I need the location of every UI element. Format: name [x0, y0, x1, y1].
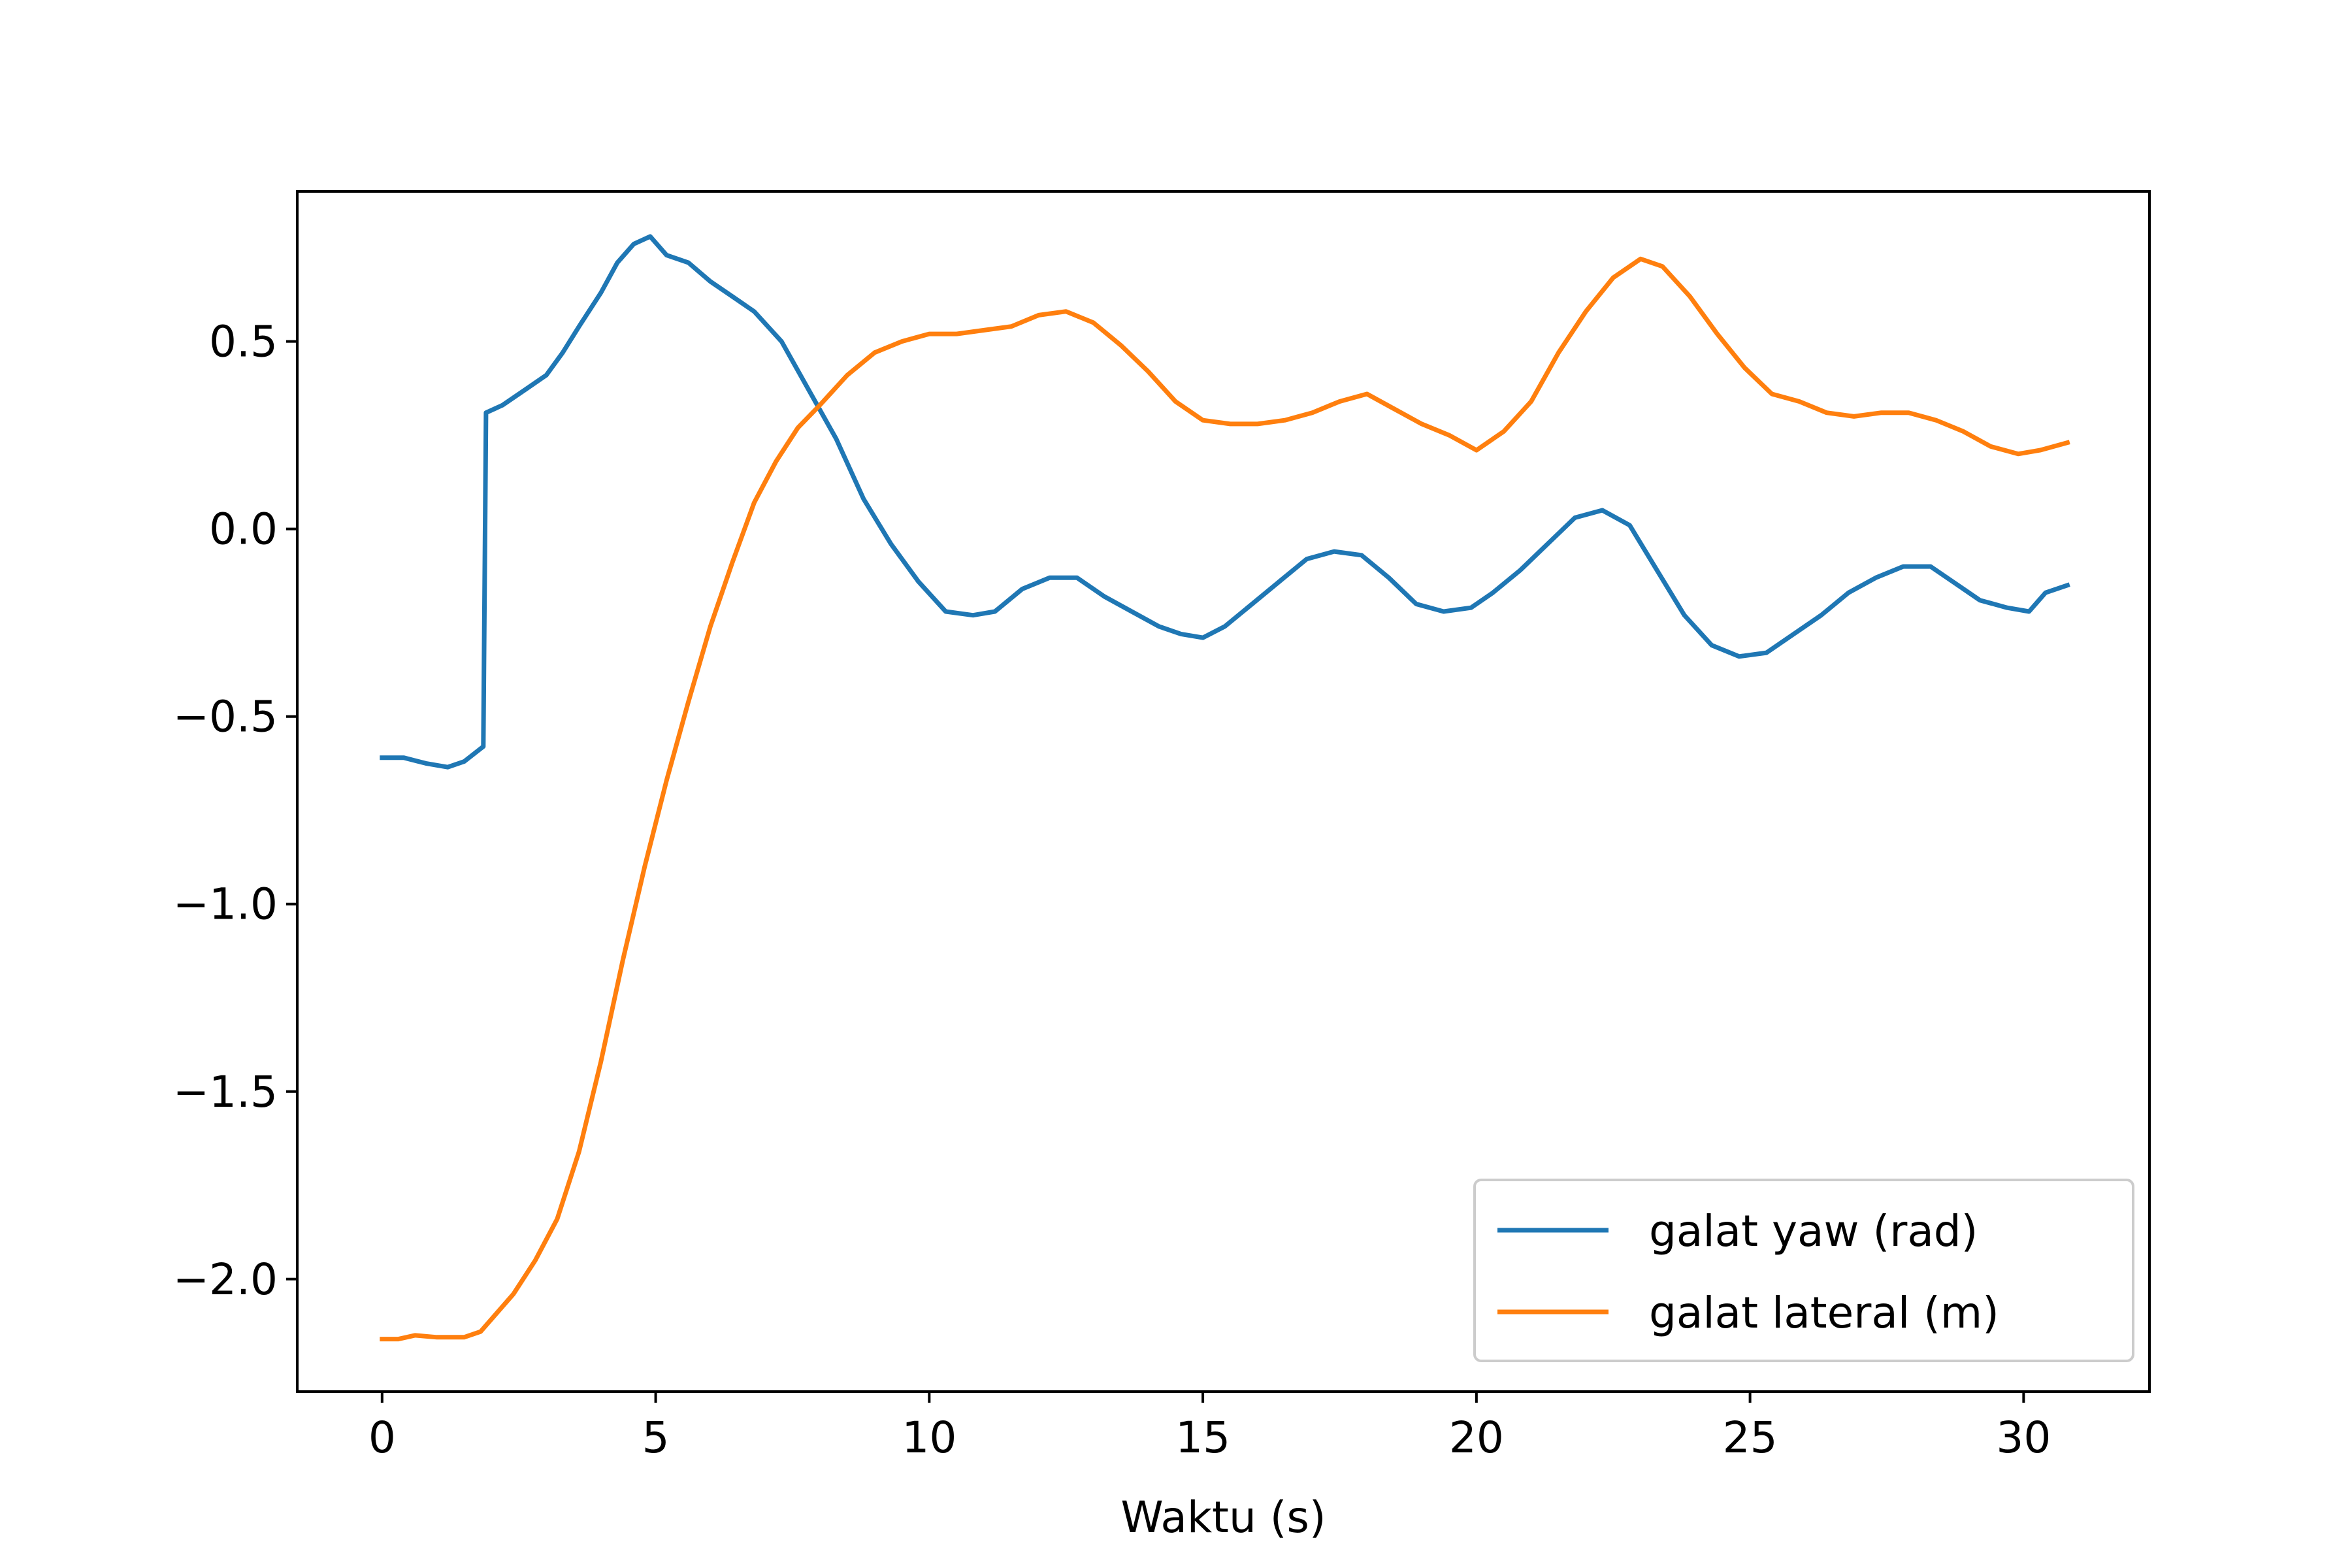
- y-tick-label: −2.0: [173, 1254, 278, 1305]
- x-tick-label: 30: [1996, 1413, 2051, 1463]
- legend: galat yaw (rad) galat lateral (m): [1473, 1179, 2134, 1362]
- y-tick-label: 0.0: [209, 504, 278, 555]
- x-tick-label: 20: [1449, 1413, 1504, 1463]
- y-axis: −2.0 −1.5 −1.0 −0.5 0.0 0.5: [173, 317, 297, 1305]
- x-tick-label: 5: [642, 1413, 670, 1463]
- y-tick-label: −1.0: [173, 879, 278, 930]
- legend-label: galat yaw (rad): [1649, 1206, 1978, 1256]
- legend-box: [1473, 1179, 2134, 1362]
- series-line-yaw: [380, 234, 2070, 770]
- x-tick-label: 0: [368, 1413, 396, 1463]
- plot-area-frame: [296, 190, 2151, 1393]
- x-tick-label: 25: [1723, 1413, 1778, 1463]
- x-tick-label: 10: [902, 1413, 956, 1463]
- x-tick-label: 15: [1175, 1413, 1230, 1463]
- y-tick-label: 0.5: [209, 317, 278, 367]
- x-axis: 0 5 10 15 20 25 30: [368, 1392, 2051, 1463]
- x-axis-title: Waktu (s): [1120, 1492, 1326, 1543]
- series-layer: [380, 234, 2070, 1342]
- legend-label: galat lateral (m): [1649, 1288, 1999, 1338]
- y-tick-label: −0.5: [173, 692, 278, 742]
- y-tick-label: −1.5: [173, 1067, 278, 1117]
- series-line-lateral: [380, 256, 2070, 1342]
